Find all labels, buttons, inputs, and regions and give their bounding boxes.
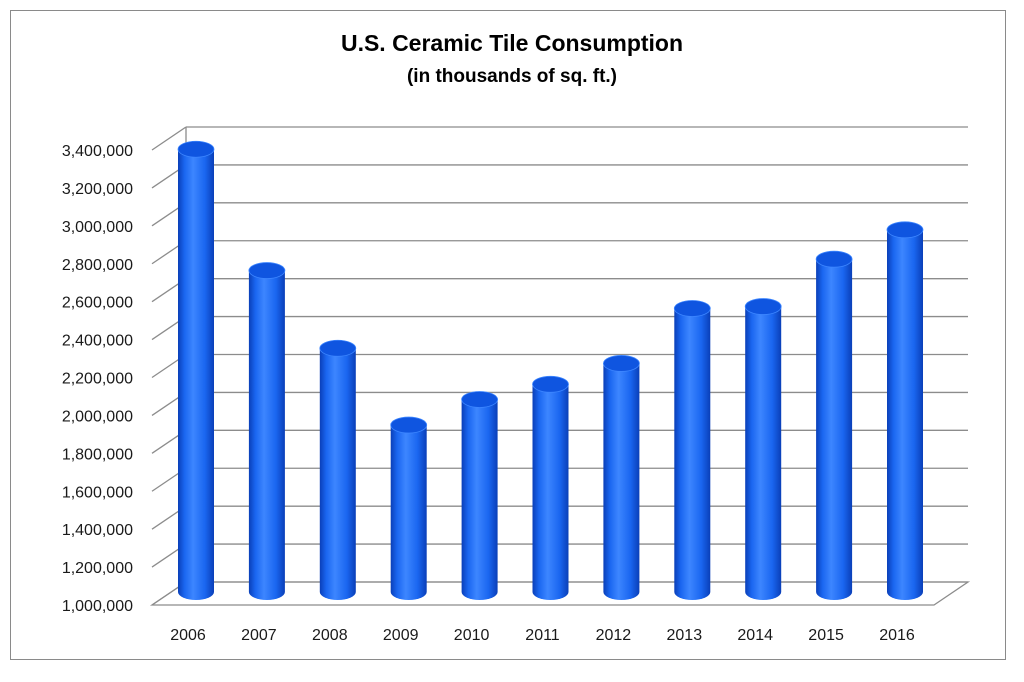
y-tick-label: 2,800,000: [62, 257, 133, 274]
bar-cap: [177, 140, 215, 158]
x-tick-label: 2011: [525, 627, 560, 644]
y-tick-label: 1,200,000: [62, 560, 133, 577]
x-tick-label: 2015: [808, 627, 844, 644]
y-axis-tick-labels: 1,000,000 1,200,000 1,400,000 1,600,000 1,80…: [62, 143, 133, 615]
bar-2009: [390, 416, 428, 600]
bar-body: [178, 149, 214, 600]
x-tick-label: 2009: [383, 627, 419, 644]
chart-title: U.S. Ceramic Tile Consumption: [340, 30, 684, 56]
bar-cap: [815, 250, 853, 268]
bar-body: [319, 348, 356, 600]
bar-cap: [319, 339, 357, 357]
bar-body: [390, 425, 427, 600]
y-tick-label: 1,600,000: [62, 484, 133, 501]
y-tick-label: 2,200,000: [62, 371, 133, 388]
bar-cap: [532, 375, 569, 393]
bar-cap: [744, 298, 782, 315]
y-tick-label: 3,400,000: [62, 143, 133, 160]
bar-cap: [390, 416, 428, 434]
chart-subtitle: (in thousands of sq. ft.): [406, 66, 618, 87]
x-tick-label: 2007: [241, 627, 277, 644]
bars: [177, 140, 924, 600]
y-tick-label: 3,000,000: [62, 219, 133, 236]
y-tick-label: 1,000,000: [62, 598, 133, 615]
bar-cap: [248, 262, 286, 279]
y-tick-label: 1,800,000: [62, 446, 133, 463]
bar-2015: [815, 250, 853, 600]
x-axis-tick-labels: 2006 2007 2008 2009 2010 2011 2012 2013 2014 2015…: [170, 627, 915, 644]
bar-cap: [673, 300, 711, 317]
x-tick-label: 2014: [737, 627, 773, 644]
x-tick-label: 2006: [170, 627, 206, 644]
x-tick-label: 2016: [879, 627, 915, 644]
bar-2013: [673, 300, 711, 600]
x-tick-label: 2010: [454, 627, 490, 644]
x-tick-label: 2013: [667, 627, 703, 644]
x-tick-label: 2008: [312, 627, 348, 644]
bar-body: [532, 384, 569, 600]
bar-2012: [603, 355, 640, 600]
y-tick-label: 1,400,000: [62, 522, 133, 539]
y-tick-label: 2,400,000: [62, 333, 133, 350]
bar-2011: [532, 375, 569, 600]
y-tick-label: 2,000,000: [62, 408, 133, 425]
bar-body: [248, 270, 285, 600]
gridline-side: [151, 126, 187, 151]
bar-2008: [319, 339, 357, 600]
bar-2010: [461, 391, 499, 600]
bar-body: [461, 399, 498, 600]
bar-body: [887, 229, 923, 600]
x-tick-label: 2012: [596, 627, 632, 644]
bar-2016: [886, 221, 924, 600]
bar-body: [816, 259, 853, 600]
bar-body: [674, 308, 711, 600]
bar-body: [745, 306, 782, 600]
y-tick-label: 2,600,000: [62, 295, 133, 312]
bar-cap: [461, 391, 499, 408]
bar-2007: [248, 262, 286, 600]
y-tick-label: 3,200,000: [62, 181, 133, 198]
bar-2006: [177, 140, 215, 600]
bar-2014: [744, 298, 782, 600]
bar-body: [603, 363, 640, 600]
bar-cap: [603, 355, 640, 372]
bar-cap: [886, 221, 924, 239]
